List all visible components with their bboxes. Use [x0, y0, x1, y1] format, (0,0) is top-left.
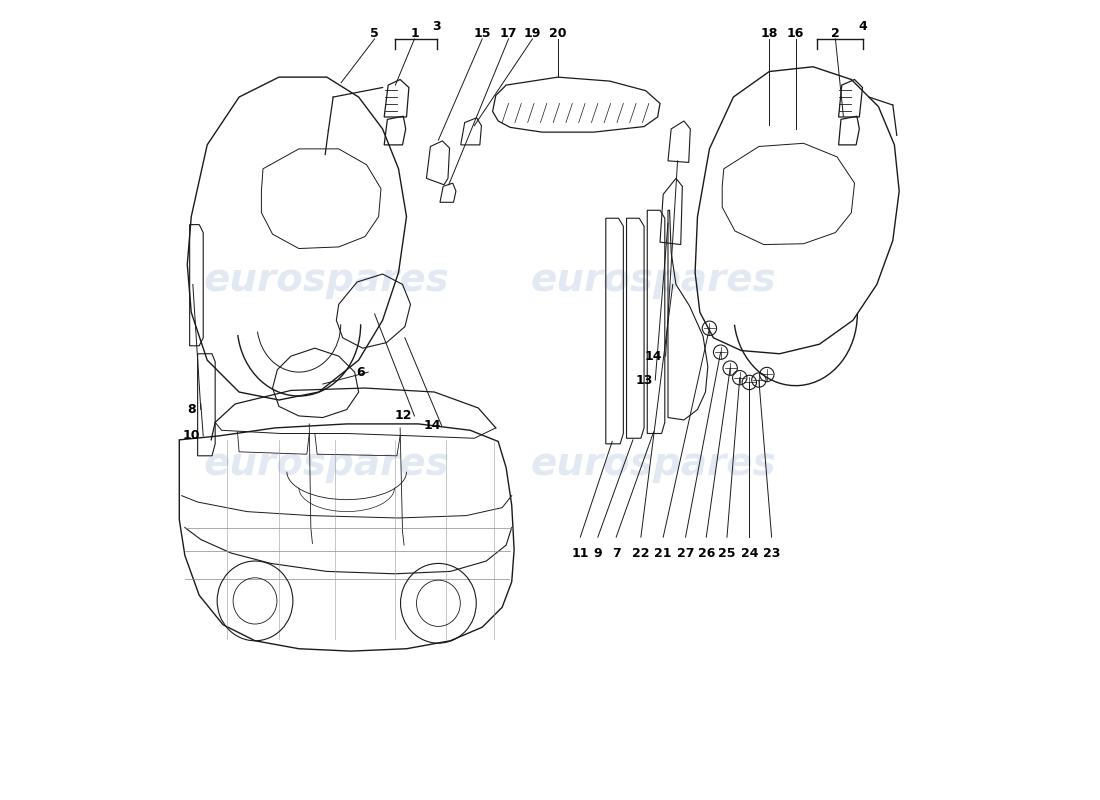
Text: eurospares: eurospares	[204, 445, 450, 482]
Text: 13: 13	[636, 374, 652, 386]
Text: 27: 27	[676, 546, 694, 559]
Text: 14: 14	[424, 419, 441, 432]
Text: 15: 15	[473, 26, 491, 40]
Text: 10: 10	[183, 430, 200, 442]
Text: 17: 17	[499, 26, 517, 40]
Text: 1: 1	[410, 26, 419, 40]
Text: 14: 14	[645, 350, 662, 362]
Text: 24: 24	[740, 546, 758, 559]
Text: 18: 18	[760, 26, 778, 40]
Text: eurospares: eurospares	[204, 262, 450, 299]
Text: 23: 23	[763, 546, 780, 559]
Text: 20: 20	[549, 26, 566, 40]
Text: 9: 9	[594, 546, 602, 559]
Text: 3: 3	[432, 21, 441, 34]
Text: eurospares: eurospares	[531, 445, 777, 482]
Text: 25: 25	[718, 546, 736, 559]
Text: 16: 16	[786, 26, 804, 40]
Text: 2: 2	[830, 26, 839, 40]
Text: 7: 7	[612, 546, 620, 559]
Text: 26: 26	[697, 546, 715, 559]
Text: 21: 21	[654, 546, 672, 559]
Text: 5: 5	[371, 26, 380, 40]
Text: 22: 22	[632, 546, 650, 559]
Text: 19: 19	[524, 26, 541, 40]
Text: 11: 11	[572, 546, 588, 559]
Text: 6: 6	[356, 366, 364, 378]
Text: 8: 8	[187, 403, 196, 416]
Text: 12: 12	[395, 410, 412, 422]
Text: eurospares: eurospares	[531, 262, 777, 299]
Text: 4: 4	[858, 21, 867, 34]
